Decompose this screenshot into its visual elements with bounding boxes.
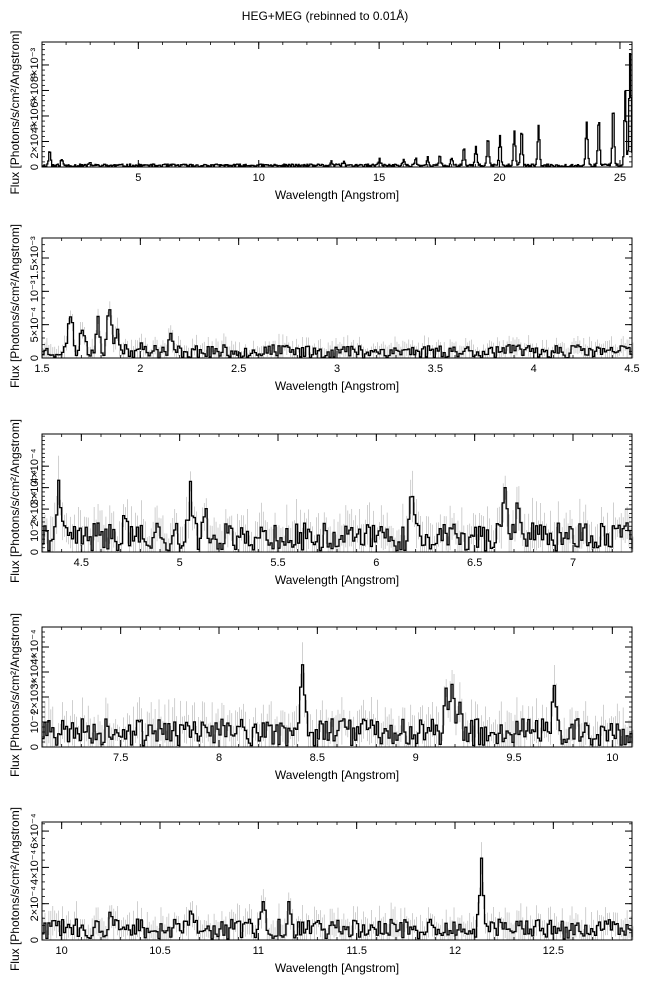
x-tick-label: 9.5 [506, 752, 521, 764]
spectrum-line [42, 664, 633, 747]
x-axis-label: Wavelength [Angstrom] [275, 379, 399, 393]
x-tick-label: 6 [373, 557, 379, 569]
x-tick-label: 11 [253, 945, 264, 957]
y-tick-label: 2×10⁻⁴ [29, 491, 41, 527]
y-tick-label: 3×10⁻⁴ [29, 654, 41, 690]
y-tick-label: 1.5×10⁻³ [29, 236, 41, 280]
error-bars [42, 455, 634, 552]
x-tick-label: 10.5 [149, 945, 170, 957]
x-tick-label: 12 [449, 945, 461, 957]
x-tick-label: 10 [253, 172, 265, 184]
spectrum-panel-2: 1.5 2 2.5 3 3.5 4 4.5 0 5×10⁻⁴ 10⁻³1.5×10⁻³ Wavele… [8, 224, 640, 393]
y-axis-label: Flux [Photons/s/cm²/Angstrom] [8, 30, 22, 194]
x-tick-label: 2.5 [231, 363, 246, 375]
y-tick-label: 5×10⁻⁴ [29, 307, 41, 343]
spectrum-line [42, 309, 633, 359]
x-tick-label: 5.5 [270, 557, 285, 569]
x-tick-label: 5 [177, 557, 183, 569]
y-axis-label: Flux [Photons/s/cm²/Angstrom] [8, 419, 22, 583]
spectrum-panel-4: 7.5 8 8.5 9 9.5 10 0 10⁻⁴2×10⁻⁴3×10⁻⁴4×10⁻⁴ Wave… [8, 613, 634, 782]
x-tick-label: 10 [606, 752, 618, 764]
x-axis-label: Wavelength [Angstrom] [275, 188, 399, 202]
y-tick-label: 8×10⁻³ [29, 48, 41, 83]
x-tick-label: 4.5 [74, 557, 89, 569]
y-tick-label: 2×10⁻⁴ [29, 679, 41, 715]
x-tick-label: 5 [135, 172, 141, 184]
x-tick-label: 10 [56, 945, 68, 957]
x-tick-label: 15 [373, 172, 385, 184]
y-tick-label: 0 [29, 937, 41, 943]
spectrum-panel-3: 4.5 5 5.5 6 6.5 7 0 10⁻⁴2×10⁻⁴3×10⁻⁴4×10⁻⁴ Wavel… [8, 419, 634, 587]
y-tick-label: 10⁻³ [29, 280, 41, 302]
figure-title: HEG+MEG (rebinned to 0.01Å) [241, 9, 409, 23]
plot-frame [41, 237, 633, 359]
x-tick-label: 20 [493, 172, 505, 184]
x-tick-label: 4.5 [624, 363, 639, 375]
spectrum-line [42, 52, 633, 168]
x-tick-label: 7.5 [113, 752, 128, 764]
x-tick-label: 3 [334, 363, 340, 375]
y-axis-label: Flux [Photons/s/cm²/Angstrom] [8, 224, 22, 388]
x-tick-label: 8.5 [310, 752, 325, 764]
x-axis-label: Wavelength [Angstrom] [275, 573, 399, 587]
x-tick-label: 1.5 [34, 363, 49, 375]
y-axis-label: Flux [Photons/s/cm²/Angstrom] [8, 613, 22, 777]
y-tick-label: 4×10⁻⁴ [29, 629, 41, 665]
x-tick-label: 8 [216, 752, 222, 764]
error-bars [42, 642, 634, 747]
y-tick-label: 4×10⁻⁴ [29, 849, 41, 885]
y-tick-label: 0 [29, 164, 41, 170]
y-tick-label: 4×10⁻³ [29, 99, 41, 134]
y-tick-label: 0 [29, 744, 41, 750]
spectrum-panel-5: 10 10.5 11 11.5 12 12.5 0 2×10⁻⁴4×10⁻⁴6×10⁻⁴ Wav… [8, 807, 634, 975]
x-tick-label: 25 [614, 172, 626, 184]
y-tick-label: 10⁻⁴ [29, 710, 41, 733]
y-tick-label: 0 [29, 355, 41, 361]
y-tick-label: 0 [29, 549, 41, 555]
spectrum-line [42, 857, 633, 940]
y-tick-label: 6×10⁻³ [29, 73, 41, 108]
y-tick-label: 3×10⁻⁴ [29, 470, 41, 506]
y-tick-label: 2×10⁻³ [29, 124, 41, 159]
x-tick-label: 6.5 [467, 557, 482, 569]
y-tick-label: 4×10⁻⁴ [29, 448, 41, 484]
y-tick-label: 6×10⁻⁴ [29, 813, 41, 849]
spectrum-panel-1: 5 10 15 20 25 0 2×10⁻³4×10⁻³6×10⁻³8×10⁻³ Wavele… [8, 30, 633, 202]
spectrum-line [42, 479, 633, 552]
plot-frame [41, 41, 633, 168]
x-axis-label: Wavelength [Angstrom] [275, 961, 399, 975]
x-tick-label: 4 [531, 363, 537, 375]
error-bars [42, 842, 634, 940]
y-tick-label: 10⁻⁴ [29, 519, 41, 542]
y-axis-label: Flux [Photons/s/cm²/Angstrom] [8, 807, 22, 971]
x-tick-label: 2 [137, 363, 143, 375]
x-tick-label: 3.5 [428, 363, 443, 375]
x-tick-label: 7 [570, 557, 576, 569]
y-tick-label: 2×10⁻⁴ [29, 886, 41, 922]
x-tick-label: 9 [413, 752, 419, 764]
x-tick-label: 12.5 [543, 945, 564, 957]
x-axis-label: Wavelength [Angstrom] [275, 768, 399, 782]
x-tick-label: 11.5 [346, 945, 367, 957]
